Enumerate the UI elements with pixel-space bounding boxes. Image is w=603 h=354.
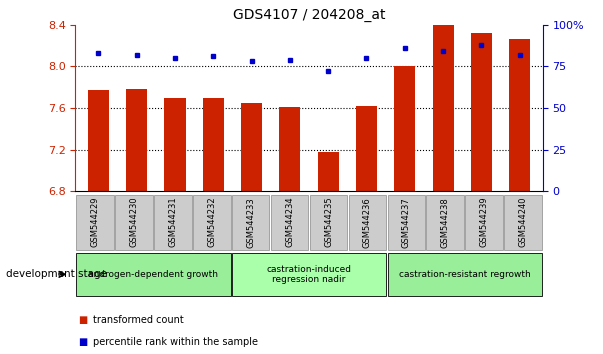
Text: androgen-dependent growth: androgen-dependent growth bbox=[88, 270, 218, 279]
Bar bbox=[432, 8, 453, 191]
Text: GSM544238: GSM544238 bbox=[441, 197, 450, 247]
Bar bbox=[241, 103, 262, 191]
Bar bbox=[88, 90, 109, 191]
Bar bbox=[279, 107, 300, 191]
Text: castration-resistant regrowth: castration-resistant regrowth bbox=[399, 270, 531, 279]
Text: ■: ■ bbox=[78, 337, 87, 347]
Text: GSM544236: GSM544236 bbox=[363, 197, 372, 247]
Text: GSM544240: GSM544240 bbox=[519, 197, 528, 247]
Text: percentile rank within the sample: percentile rank within the sample bbox=[93, 337, 259, 347]
Text: GSM544229: GSM544229 bbox=[90, 197, 99, 247]
Text: GSM544237: GSM544237 bbox=[402, 197, 411, 247]
Text: GSM544230: GSM544230 bbox=[129, 197, 138, 247]
Bar bbox=[394, 67, 415, 191]
Text: castration-induced
regression nadir: castration-induced regression nadir bbox=[267, 265, 352, 284]
Text: ■: ■ bbox=[78, 315, 87, 325]
Text: GSM544232: GSM544232 bbox=[207, 197, 216, 247]
Text: GSM544234: GSM544234 bbox=[285, 197, 294, 247]
Title: GDS4107 / 204208_at: GDS4107 / 204208_at bbox=[233, 8, 385, 22]
Bar bbox=[471, 33, 492, 191]
Text: GSM544239: GSM544239 bbox=[480, 197, 489, 247]
Bar bbox=[356, 106, 377, 191]
Text: GSM544235: GSM544235 bbox=[324, 197, 333, 247]
Bar bbox=[126, 89, 147, 191]
Bar bbox=[318, 152, 339, 191]
Text: GSM544233: GSM544233 bbox=[246, 197, 255, 247]
Text: transformed count: transformed count bbox=[93, 315, 184, 325]
Bar bbox=[203, 98, 224, 191]
Bar bbox=[509, 39, 530, 191]
Bar bbox=[165, 98, 186, 191]
Text: development stage: development stage bbox=[6, 269, 107, 279]
Text: GSM544231: GSM544231 bbox=[168, 197, 177, 247]
